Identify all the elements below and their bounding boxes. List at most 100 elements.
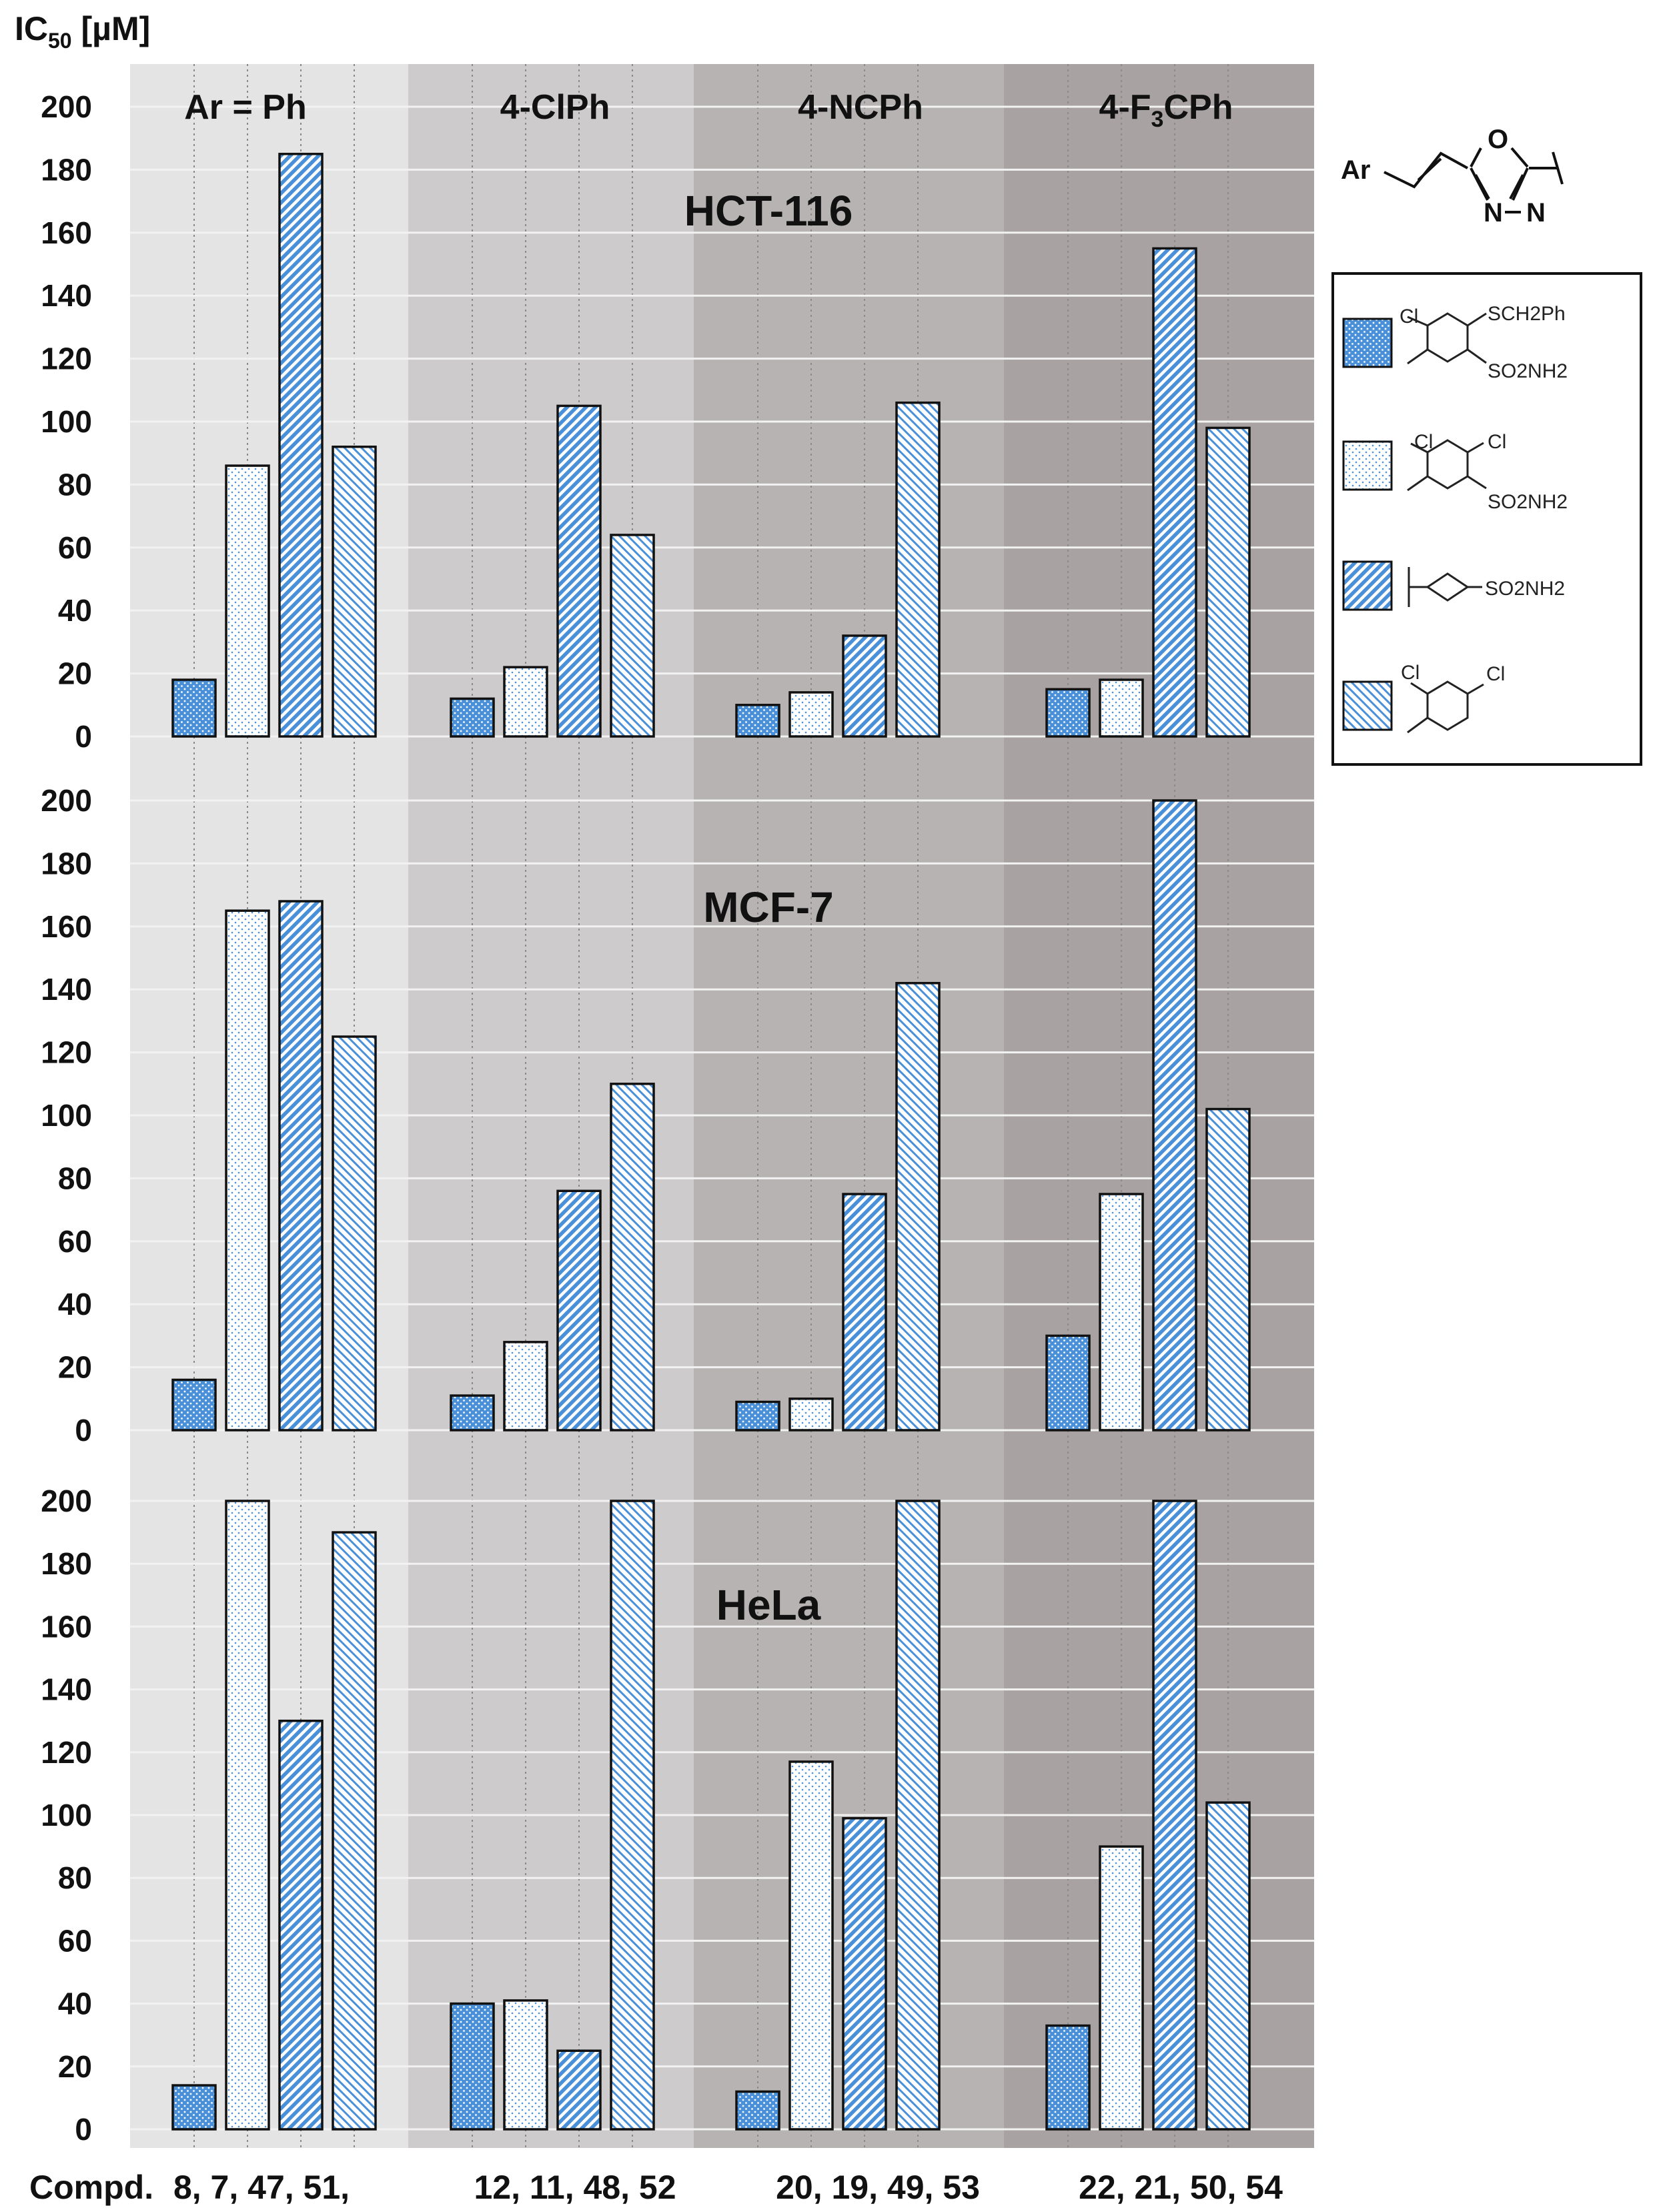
bar-hct116-g3-b2 — [1152, 247, 1197, 738]
legend-1-cl: Cl — [1400, 306, 1418, 328]
y-tick-label: 200 — [41, 783, 92, 818]
bar-hct116-g0-b1 — [225, 464, 270, 738]
legend-4-cl-left: Cl — [1401, 662, 1420, 684]
bar-hela-g1-b3 — [610, 1500, 655, 2131]
bar-hct116-g0-b2 — [278, 153, 324, 738]
bar-hct116-g1-b3 — [610, 534, 655, 738]
bar-hela-g0-b1 — [225, 1500, 270, 2131]
x-axis-prefix: Compd. — [29, 2169, 153, 2206]
bar-mcf7-g1-b2 — [556, 1189, 602, 1432]
group-title-f3cph-tail: CPh — [1163, 88, 1233, 127]
y-tick-label: 140 — [41, 1672, 92, 1707]
legend-structure-4: Cl Cl — [1401, 662, 1505, 734]
bar-hela-g3-b0 — [1045, 2024, 1091, 2131]
bar-hct116-g3-b0 — [1045, 688, 1091, 738]
bar-mcf7-g2-b3 — [895, 982, 941, 1432]
y-tick-label: 80 — [58, 1161, 92, 1195]
group-band — [694, 64, 1004, 2148]
bar-hela-g3-b3 — [1205, 1801, 1251, 2131]
legend-2-so2nh2: SO2NH2 — [1488, 491, 1568, 513]
y-tick-label: 180 — [41, 152, 92, 187]
y-tick-label: 140 — [41, 278, 92, 313]
y-axis-label-sub: 50 — [48, 29, 72, 53]
group-title-ncph: 4-NCPh — [798, 88, 923, 127]
scaffold-structure: Ar O N N — [1341, 125, 1564, 227]
bar-hela-g2-b1 — [788, 1760, 834, 2131]
y-tick-label: 120 — [41, 1035, 92, 1070]
bar-mcf7-g0-b1 — [225, 909, 270, 1432]
bar-mcf7-g1-b1 — [503, 1341, 548, 1432]
bar-mcf7-g1-b0 — [450, 1394, 495, 1432]
legend-swatch-dots-sparse — [1342, 440, 1393, 491]
y-axis-label: IC50 [µM] — [15, 10, 150, 53]
scaffold-o-label: O — [1488, 125, 1508, 154]
y-tick-label: 0 — [75, 1413, 92, 1448]
legend: Cl SCH2Ph SO2NH2 Cl Cl SO2NH2 SO2NH2 Cl … — [1331, 272, 1642, 766]
bar-hct116-g2-b3 — [895, 401, 941, 738]
y-tick-label: 60 — [58, 1224, 92, 1259]
y-tick-label: 160 — [41, 1609, 92, 1644]
legend-1-sch2ph: SCH2Ph — [1488, 303, 1566, 325]
legend-2-cl-right: Cl — [1488, 431, 1506, 453]
panel-title-mcf7: MCF-7 — [703, 883, 834, 931]
legend-1-so2nh2: SO2NH2 — [1488, 360, 1568, 382]
y-tick-label: 200 — [41, 1484, 92, 1518]
y-tick-label: 140 — [41, 972, 92, 1007]
bar-hela-g0-b2 — [278, 1719, 324, 2131]
y-tick-label: 0 — [75, 719, 92, 754]
y-tick-label: 20 — [58, 656, 92, 691]
bar-mcf7-g2-b0 — [735, 1400, 780, 1432]
compound-label-ph: 8, 7, 47, 51, — [173, 2169, 350, 2206]
bar-mcf7-g2-b2 — [842, 1193, 887, 1432]
y-tick-label: 180 — [41, 1546, 92, 1581]
compound-label-f3cph: 22, 21, 50, 54 — [1079, 2169, 1283, 2206]
bar-mcf7-g1-b3 — [610, 1083, 655, 1432]
bar-mcf7-g0-b2 — [278, 900, 324, 1432]
bar-hct116-g0-b3 — [332, 446, 377, 738]
y-axis-label-unit: [µM] — [72, 10, 151, 47]
legend-structure-3: SO2NH2 — [1408, 567, 1565, 607]
legend-swatch-diag-dense — [1342, 560, 1393, 611]
bar-hct116-g1-b0 — [450, 697, 495, 738]
legend-4-cl-right: Cl — [1486, 663, 1505, 685]
y-tick-label: 20 — [58, 1350, 92, 1385]
scaffold-n1-label: N — [1484, 198, 1503, 227]
y-tick-label: 160 — [41, 909, 92, 944]
y-tick-label: 40 — [58, 1987, 92, 2021]
y-tick-label: 80 — [58, 1860, 92, 1895]
scaffold-ar-label: Ar — [1341, 155, 1370, 185]
scaffold-n2-label: N — [1526, 198, 1546, 227]
y-tick-label: 160 — [41, 215, 92, 250]
bar-hct116-g1-b2 — [556, 404, 602, 738]
y-tick-label: 200 — [41, 89, 92, 124]
group-title-f3cph-sub: 3 — [1151, 107, 1164, 132]
bar-hela-g2-b0 — [735, 2090, 780, 2131]
bar-hela-g0-b3 — [332, 1531, 377, 2131]
compound-label-ncph: 20, 19, 49, 53 — [776, 2169, 980, 2206]
bar-hct116-g2-b2 — [842, 634, 887, 738]
bar-hct116-g0-b0 — [171, 678, 217, 738]
legend-swatch-diag-back — [1342, 680, 1393, 731]
bar-hct116-g2-b1 — [788, 691, 834, 738]
bar-hct116-g2-b0 — [735, 704, 780, 738]
y-tick-label: 120 — [41, 342, 92, 376]
bar-hct116-g1-b1 — [503, 666, 548, 738]
bar-hela-g1-b0 — [450, 2002, 495, 2131]
bar-mcf7-g3-b1 — [1099, 1193, 1144, 1432]
bar-hela-g2-b3 — [895, 1500, 941, 2131]
y-tick-label: 100 — [41, 1798, 92, 1832]
bar-mcf7-g3-b0 — [1045, 1334, 1091, 1432]
legend-3-so2nh2: SO2NH2 — [1485, 578, 1565, 600]
bar-hela-g3-b1 — [1099, 1845, 1144, 2131]
legend-structure-1: Cl SCH2Ph SO2NH2 — [1400, 303, 1568, 382]
group-title-ph: Ar = Ph — [184, 88, 307, 127]
y-tick-label: 180 — [41, 846, 92, 881]
bar-hct116-g3-b1 — [1099, 678, 1144, 738]
y-tick-label: 40 — [58, 593, 92, 628]
bar-mcf7-g3-b2 — [1152, 799, 1197, 1432]
bar-mcf7-g0-b3 — [332, 1035, 377, 1432]
legend-structure-2: Cl Cl SO2NH2 — [1407, 431, 1568, 513]
y-tick-label: 100 — [41, 404, 92, 439]
bar-hct116-g3-b3 — [1205, 426, 1251, 738]
